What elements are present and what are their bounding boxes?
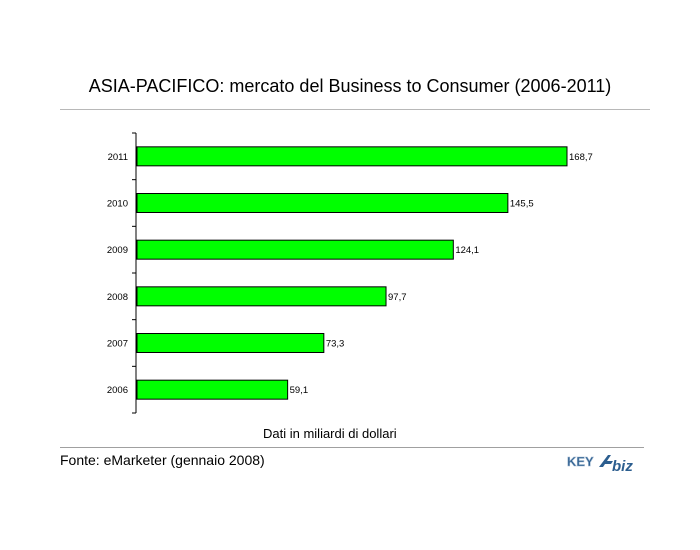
data-label-2007: 73,3 (326, 339, 345, 350)
tick-label-2007: 2007 (107, 339, 128, 350)
tick-label-2009: 2009 (107, 245, 128, 256)
source-divider (60, 447, 644, 448)
bar-2011 (136, 146, 568, 167)
data-label-2009: 124,1 (455, 245, 479, 256)
bar-2008 (136, 286, 387, 307)
logo-four-mark (599, 455, 613, 467)
data-label-2006: 59,1 (290, 385, 309, 396)
bar-2009 (136, 239, 454, 260)
tick-label-2008: 2008 (107, 292, 128, 303)
x-axis-label: Dati in miliardi di dollari (263, 426, 397, 441)
source-note: Fonte: eMarketer (gennaio 2008) (60, 452, 265, 468)
data-label-2008: 97,7 (388, 292, 407, 303)
chart-title: ASIA-PACIFICO: mercato del Business to C… (88, 76, 612, 96)
tick-label-2006: 2006 (107, 385, 128, 396)
title-divider (60, 109, 650, 110)
data-label-2011: 168,7 (569, 152, 593, 163)
tick-label-2010: 2010 (107, 199, 128, 210)
logo-text-right: biz (612, 458, 633, 474)
key4biz-logo: KEY biz (567, 454, 634, 474)
data-label-2010: 145,5 (510, 199, 534, 210)
bar-2007 (136, 333, 325, 353)
bar-2010 (136, 193, 509, 213)
tick-label-2011: 2011 (108, 152, 128, 163)
bar-2006 (136, 379, 289, 400)
logo-text-left: KEY (567, 454, 594, 469)
